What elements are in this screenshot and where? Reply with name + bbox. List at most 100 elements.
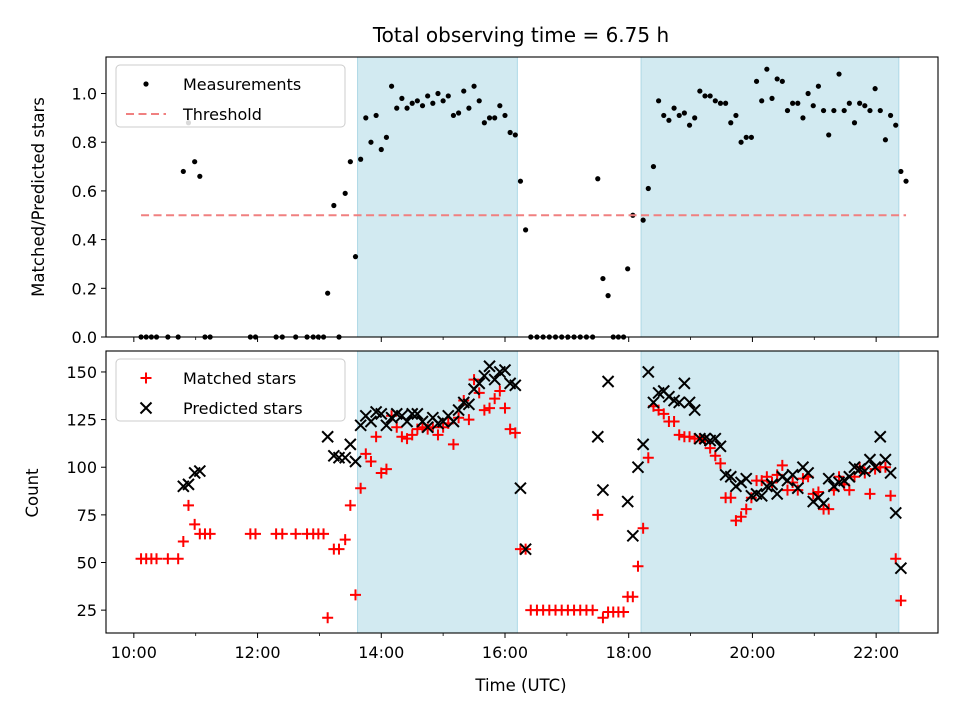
y-tick-label: 1.0 [72, 85, 97, 104]
matched-point [704, 442, 716, 454]
top-panel: 0.0 0.2 0.4 0.6 0.8 1.0 Measurements Threshold [72, 56, 939, 347]
matched-point [709, 450, 721, 462]
x-tick-label: 16:00 [482, 643, 528, 662]
matched-point [177, 536, 189, 548]
measurement-point [450, 112, 457, 119]
y-tick-label: 50 [77, 554, 97, 573]
measurement-point [388, 83, 395, 89]
predicted-point [673, 396, 686, 409]
matched-point [162, 553, 174, 565]
matched-point [642, 452, 654, 464]
matched-point [890, 553, 902, 565]
predicted-point [473, 377, 486, 390]
predicted-point [601, 375, 615, 388]
matched-point [447, 438, 459, 450]
predicted-point [182, 478, 195, 491]
legend-box [115, 358, 346, 422]
measurement-point [347, 159, 353, 165]
matched-point [204, 528, 216, 540]
y-tick-label: 75 [77, 506, 97, 525]
measurement-point [790, 100, 796, 106]
measurement-point [517, 178, 524, 184]
matched-point [637, 522, 649, 534]
top-series-measurements [138, 66, 909, 340]
matched-point [432, 429, 444, 441]
predicted-point [678, 377, 691, 390]
predicted-point [498, 363, 512, 377]
measurement-point [846, 100, 852, 106]
predicted-point [421, 421, 434, 434]
measurement-point [666, 117, 672, 123]
matched-point [396, 431, 408, 443]
measurement-point [820, 107, 827, 114]
predicted-point [770, 487, 784, 501]
measurement-point [404, 105, 410, 111]
matched-point [478, 404, 490, 416]
predicted-point [884, 466, 897, 480]
legend-label: Predicted stars [183, 399, 303, 418]
matched-point [587, 604, 599, 616]
measurement-point [893, 122, 899, 128]
measurement-point [497, 103, 503, 109]
predicted-point [344, 438, 357, 451]
measurement-point [358, 156, 364, 162]
predicted-point [843, 470, 856, 483]
matched-point [344, 499, 356, 511]
measurement-point [738, 139, 744, 145]
y-tick-label: 0.6 [72, 182, 97, 201]
matched-point [417, 421, 429, 433]
measurement-point [486, 115, 493, 121]
predicted-point [354, 419, 367, 432]
matched-point [618, 606, 630, 618]
measurement-point [481, 120, 487, 126]
measurement-point [898, 168, 904, 175]
measurement-point [600, 275, 606, 282]
measurement-point [342, 190, 348, 196]
predicted-point [863, 453, 877, 466]
measurement-point [774, 76, 780, 82]
measurement-point [882, 137, 889, 143]
matched-point [725, 492, 737, 504]
measurement-point [903, 178, 909, 184]
matched-point [869, 463, 881, 475]
matched-point [735, 511, 747, 523]
predicted-point [683, 396, 696, 409]
legend-box [115, 64, 346, 128]
y-tick-label: 150 [66, 363, 97, 382]
matched-point [592, 509, 604, 521]
measurement-point [325, 290, 331, 296]
measurement-point [180, 168, 186, 175]
measurement-point [363, 115, 369, 121]
measurement-point [748, 134, 754, 140]
measurement-point [523, 227, 529, 233]
bottom-observing-window-2 [640, 350, 900, 634]
bottom-series-predicted-stars [177, 360, 908, 575]
matched-point [391, 421, 403, 433]
y-tick-label: 0.8 [72, 133, 97, 152]
predicted-point [509, 379, 522, 392]
legend-marker-dot [143, 81, 149, 87]
measurement-point [192, 159, 198, 165]
matched-point [895, 595, 907, 607]
matched-point [276, 528, 288, 540]
measurement-point [368, 139, 374, 145]
measurement-point [707, 93, 713, 99]
predicted-point [338, 451, 352, 464]
matched-point [776, 459, 788, 471]
measurement-point [857, 100, 863, 106]
legend-label: Measurements [183, 75, 301, 94]
measurement-point [595, 176, 601, 182]
predicted-point [894, 562, 908, 575]
predicted-point [591, 430, 604, 443]
bottom-y-axis-label: Count [23, 468, 42, 518]
matched-point [318, 528, 330, 540]
matched-point [499, 402, 511, 414]
matched-point [684, 431, 696, 443]
predicted-point [483, 360, 496, 373]
matched-point [864, 488, 876, 500]
matched-point [249, 528, 261, 540]
measurement-point [331, 202, 337, 209]
measurement-point [455, 110, 462, 116]
predicted-point [874, 430, 887, 443]
matched-point [406, 429, 418, 441]
